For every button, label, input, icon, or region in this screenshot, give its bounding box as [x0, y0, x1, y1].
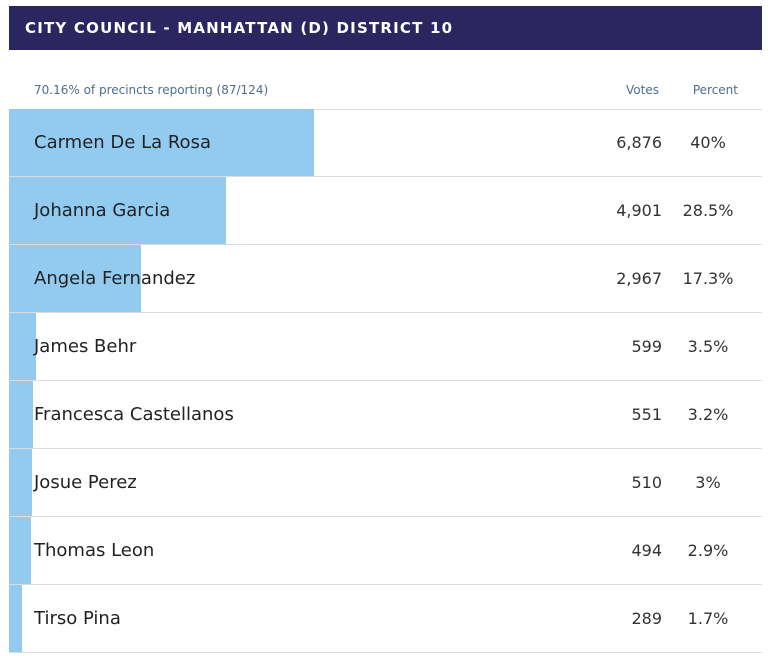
percent-column-header: Percent — [692, 83, 738, 97]
candidate-percent: 2.9% — [687, 541, 729, 560]
race-title-bar: CITY COUNCIL - MANHATTAN (D) DISTRICT 10 — [9, 6, 762, 50]
candidate-row: Francesca Castellanos 551 3.2% — [9, 381, 762, 449]
candidate-name: Angela Fernandez — [34, 268, 196, 289]
vote-share-bar — [9, 313, 36, 380]
candidate-name: Carmen De La Rosa — [34, 132, 211, 153]
candidate-percent: 1.7% — [687, 609, 729, 628]
candidate-row: Josue Perez 510 3% — [9, 449, 762, 517]
candidate-row: Tirso Pina 289 1.7% — [9, 585, 762, 653]
candidate-votes: 510 — [631, 473, 662, 492]
vote-share-bar — [9, 381, 33, 448]
candidate-name: Tirso Pina — [34, 608, 121, 629]
column-header-row: 70.16% of precincts reporting (87/124) V… — [9, 72, 762, 110]
vote-share-bar — [9, 517, 31, 584]
votes-column-header: Votes — [626, 83, 659, 97]
vote-share-bar — [9, 245, 141, 312]
candidate-row: Thomas Leon 494 2.9% — [9, 517, 762, 585]
candidate-percent: 28.5% — [682, 201, 734, 220]
candidate-name: Johanna Garcia — [34, 200, 171, 221]
candidate-percent: 3.5% — [687, 337, 729, 356]
candidate-name: Thomas Leon — [34, 540, 155, 561]
candidate-votes: 4,901 — [616, 201, 662, 220]
candidate-votes: 494 — [631, 541, 662, 560]
candidate-row: Angela Fernandez 2,967 17.3% — [9, 245, 762, 313]
candidate-votes: 289 — [631, 609, 662, 628]
candidate-percent: 3% — [695, 473, 721, 492]
candidate-votes: 551 — [631, 405, 662, 424]
candidate-name: James Behr — [34, 336, 137, 357]
candidate-row: James Behr 599 3.5% — [9, 313, 762, 381]
vote-share-bar — [9, 109, 314, 176]
candidate-votes: 2,967 — [616, 269, 662, 288]
candidate-name: Josue Perez — [34, 472, 137, 493]
candidate-name: Francesca Castellanos — [34, 404, 234, 425]
vote-share-bar — [9, 449, 32, 516]
candidate-results-list: Carmen De La Rosa 6,876 40% Johanna Garcia 4… — [9, 109, 762, 653]
candidate-row: Carmen De La Rosa 6,876 40% — [9, 109, 762, 177]
vote-share-bar — [9, 177, 226, 244]
candidate-row: Johanna Garcia 4,901 28.5% — [9, 177, 762, 245]
candidate-percent: 40% — [690, 133, 726, 152]
race-title: CITY COUNCIL - MANHATTAN (D) DISTRICT 10 — [25, 19, 454, 37]
candidate-votes: 6,876 — [616, 133, 662, 152]
candidate-percent: 3.2% — [687, 405, 729, 424]
precincts-reporting-text: 70.16% of precincts reporting (87/124) — [34, 83, 269, 97]
vote-share-bar — [9, 585, 22, 652]
candidate-percent: 17.3% — [682, 269, 734, 288]
candidate-votes: 599 — [631, 337, 662, 356]
